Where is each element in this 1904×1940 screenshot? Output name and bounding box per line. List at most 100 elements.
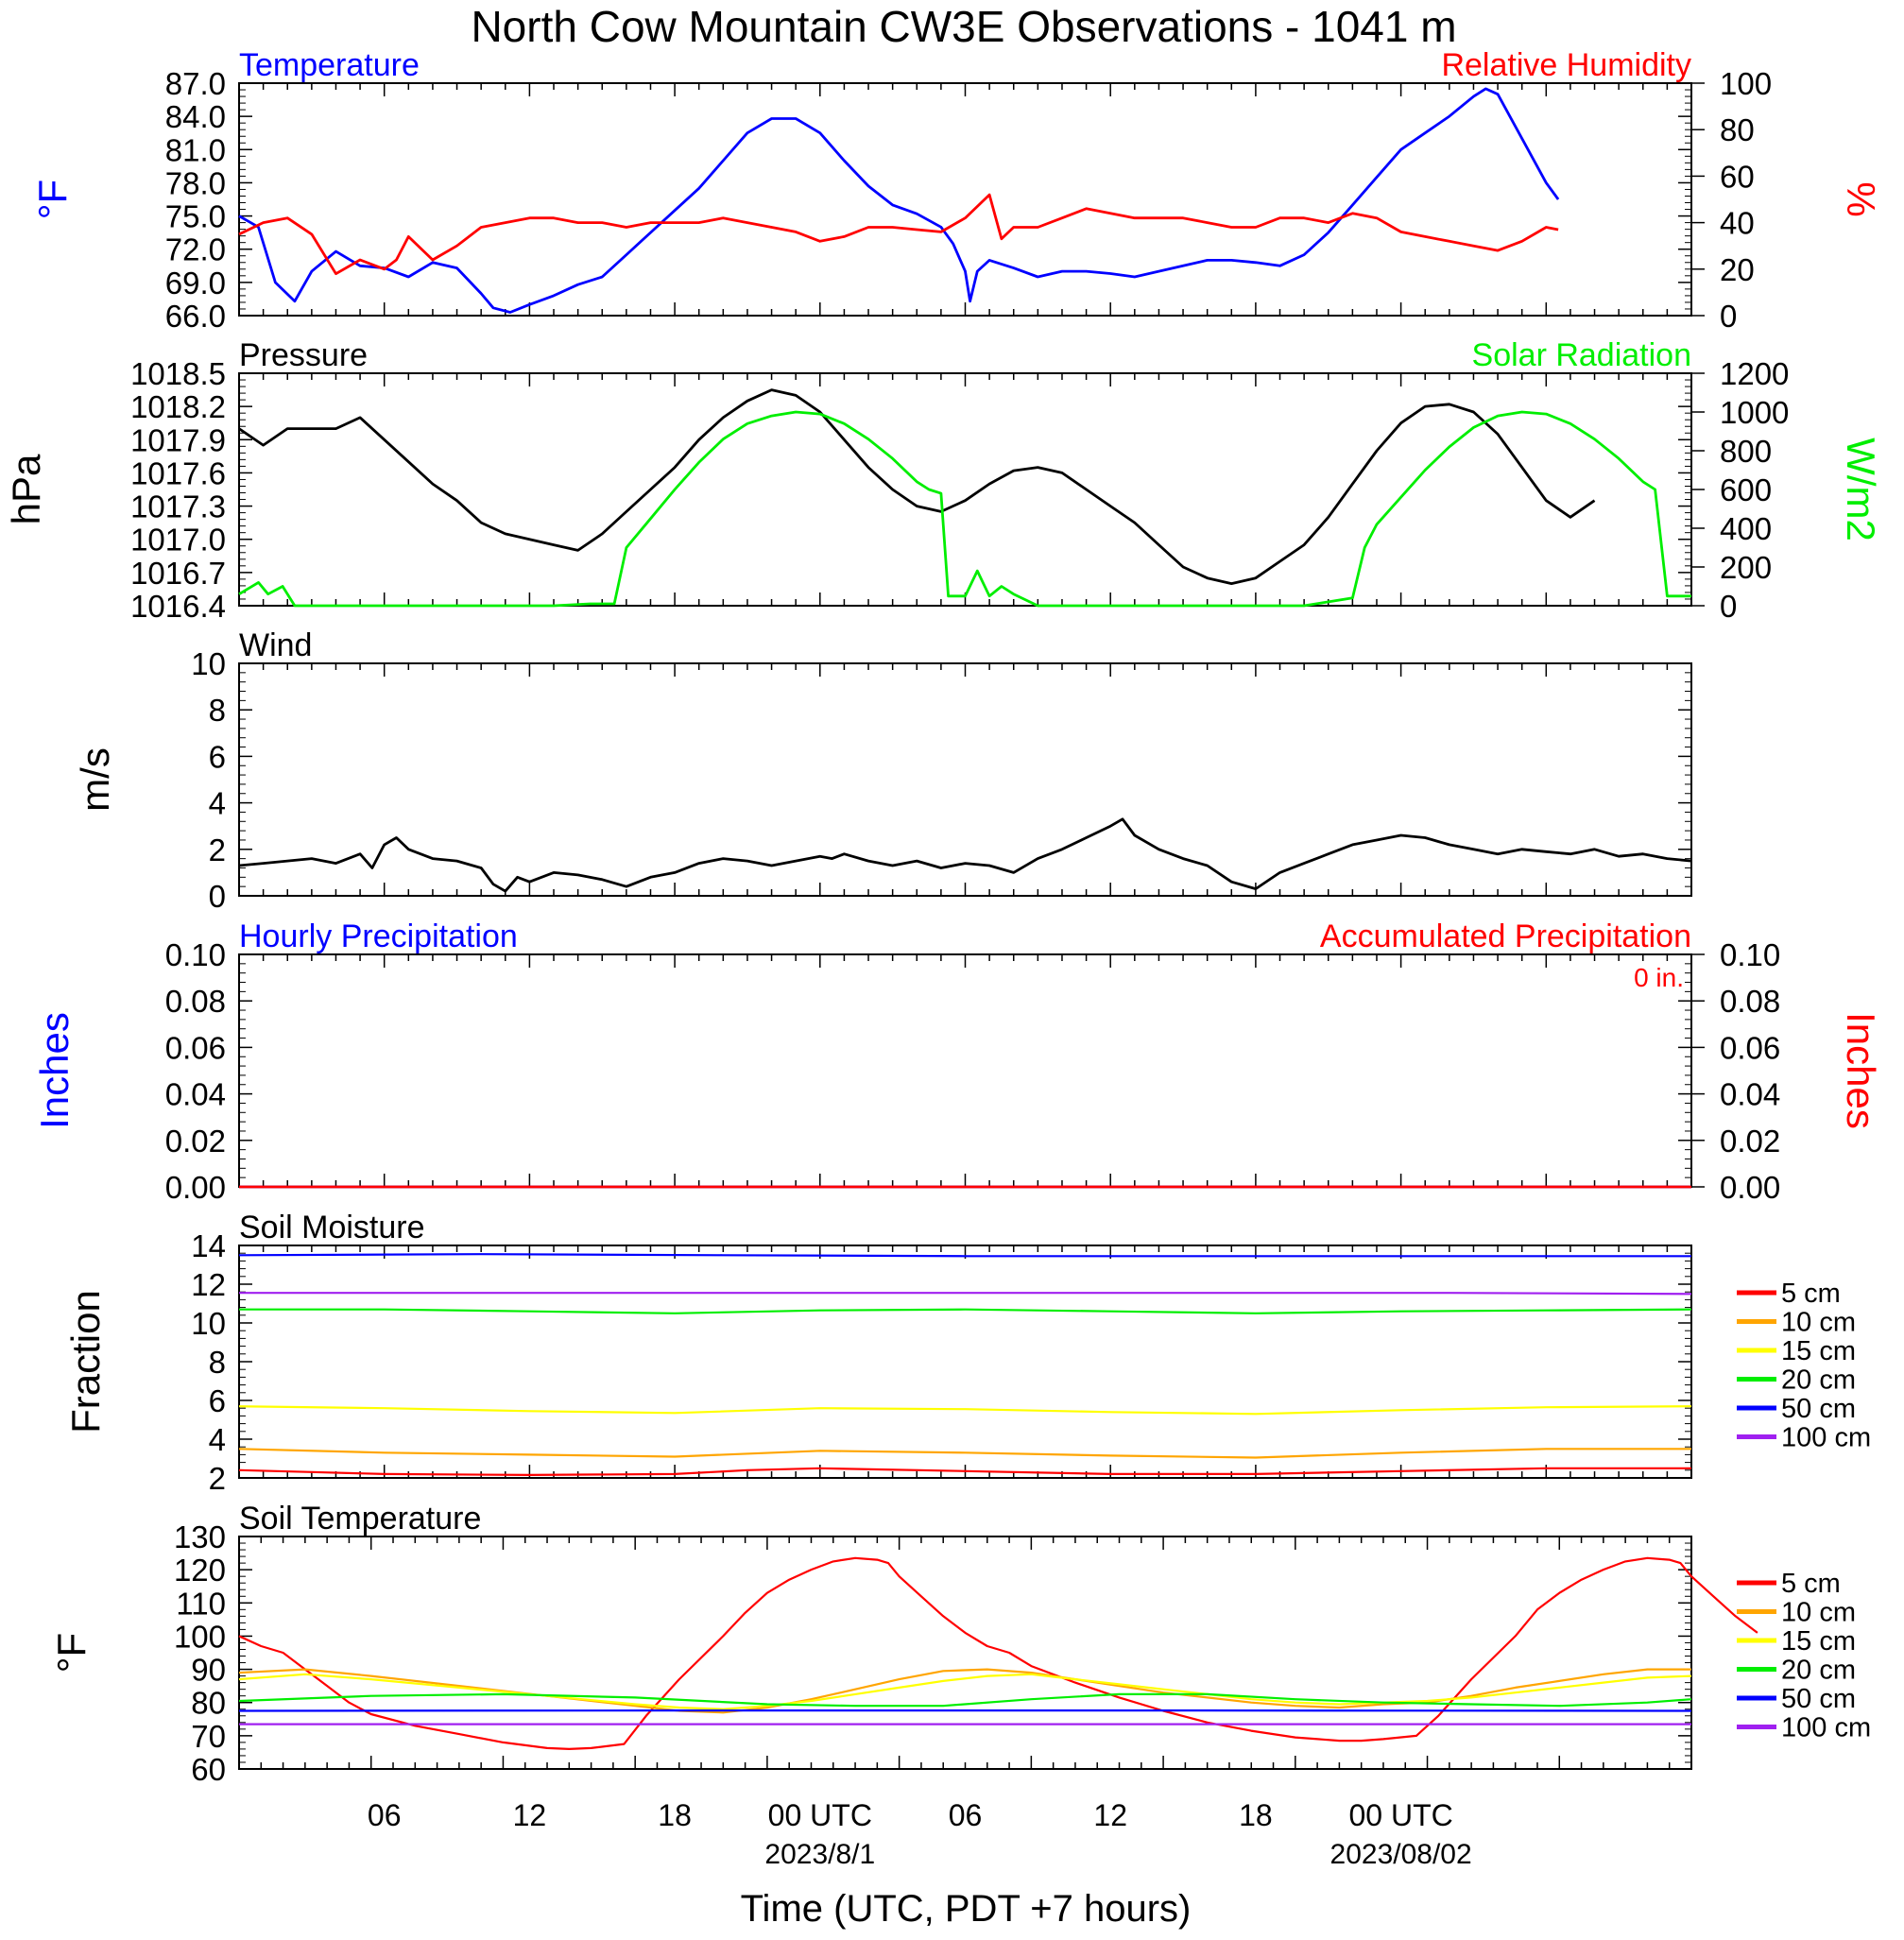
y-tick-label-left: 81.0 bbox=[165, 132, 226, 167]
panel-title-left: Pressure bbox=[239, 337, 368, 373]
y-tick-label-right: 60 bbox=[1720, 159, 1755, 194]
chart-title: North Cow Mountain CW3E Observations - 1… bbox=[471, 2, 1456, 51]
y-tick-label-left: 100 bbox=[174, 1619, 226, 1654]
plot-frame bbox=[238, 953, 1692, 1188]
y-tick-label-left: 6 bbox=[209, 1383, 226, 1418]
panel-title-left: Wind bbox=[239, 627, 312, 663]
y-axis-label-left: °F bbox=[49, 1633, 94, 1673]
legend-label: 100 cm bbox=[1781, 1713, 1871, 1743]
panel-precipitation: 0.00 0.02 0.04 0.06 0.08 0.10 0.00 0.02 0.04 0.06… bbox=[32, 918, 1883, 1205]
y-tick-label-left: 84.0 bbox=[165, 99, 226, 134]
y-tick-label-left: 4 bbox=[209, 786, 226, 821]
series-line-3 bbox=[239, 1308, 1692, 1314]
plot-frame bbox=[238, 82, 1692, 317]
y-tick-label-left: 8 bbox=[209, 1345, 226, 1380]
panel-title-left: Soil Moisture bbox=[239, 1210, 425, 1245]
series-line-5 bbox=[239, 1292, 1692, 1296]
y-tick-label-right: 1200 bbox=[1720, 356, 1789, 391]
y-tick-label-left: 69.0 bbox=[165, 266, 226, 300]
y-tick-label-left: 66.0 bbox=[165, 299, 226, 334]
y-tick-label-left: 110 bbox=[176, 1586, 226, 1621]
x-tick-label: 00 UTC bbox=[768, 1798, 872, 1832]
series-line-1 bbox=[238, 1448, 1691, 1459]
y-axis-label-right: W/m2 bbox=[1839, 438, 1883, 541]
series-line-2 bbox=[238, 1405, 1692, 1416]
series-line-0 bbox=[238, 817, 1692, 893]
y-tick-label-left: 6 bbox=[209, 739, 226, 774]
y-tick-label-left: 0.02 bbox=[165, 1124, 226, 1159]
y-tick-label-left: 1017.0 bbox=[130, 523, 226, 558]
legend-label: 5 cm bbox=[1781, 1569, 1841, 1599]
y-tick-label-left: 1018.5 bbox=[130, 356, 226, 391]
legend-label: 50 cm bbox=[1781, 1394, 1856, 1424]
x-tick-label: 12 bbox=[1093, 1798, 1127, 1832]
x-tick-label: 00 UTC bbox=[1348, 1798, 1452, 1832]
x-tick-label: 06 bbox=[368, 1798, 402, 1832]
y-tick-label-left: 1018.2 bbox=[130, 389, 226, 424]
panel-title-right: Solar Radiation bbox=[1472, 337, 1691, 373]
y-tick-label-left: 87.0 bbox=[165, 66, 226, 101]
y-tick-label-right: 1000 bbox=[1720, 395, 1789, 430]
legend-label: 20 cm bbox=[1781, 1365, 1856, 1396]
series-line-0 bbox=[238, 87, 1560, 314]
y-tick-label-left: 60 bbox=[191, 1752, 226, 1787]
y-tick-label-left: 0.06 bbox=[165, 1030, 226, 1065]
y-tick-label-left: 90 bbox=[191, 1653, 226, 1688]
y-tick-label-right: 20 bbox=[1720, 252, 1755, 287]
plot-frame bbox=[238, 1245, 1692, 1479]
panel-title-left: Hourly Precipitation bbox=[239, 918, 518, 954]
legend-label: 10 cm bbox=[1781, 1598, 1856, 1628]
series-line-0 bbox=[238, 1556, 1758, 1750]
y-tick-label-left: 75.0 bbox=[165, 199, 226, 234]
y-tick-label-left: 1016.4 bbox=[130, 589, 226, 624]
legend-label: 50 cm bbox=[1781, 1684, 1856, 1714]
y-axis-label-left: hPa bbox=[4, 454, 48, 524]
y-tick-label-left: 130 bbox=[174, 1519, 226, 1554]
panel-title-left: Temperature bbox=[239, 47, 420, 83]
y-axis-label-right: Inches bbox=[1839, 1012, 1883, 1129]
legend-label: 15 cm bbox=[1781, 1336, 1856, 1366]
y-tick-label-left: 72.0 bbox=[165, 232, 226, 267]
series-line-3 bbox=[238, 1692, 1692, 1708]
y-tick-label-left: 1017.3 bbox=[130, 489, 226, 524]
y-tick-label-left: 0.08 bbox=[165, 984, 226, 1019]
x-date-label: 2023/8/1 bbox=[764, 1839, 875, 1870]
y-tick-label-right: 40 bbox=[1720, 206, 1755, 241]
panel-title-right: Relative Humidity bbox=[1441, 47, 1691, 83]
x-axis-ticks: 06 12 18 00 UTC 2023/8/1 06 12 18 00 UTC 2023/08/… bbox=[368, 1798, 1472, 1870]
y-tick-label-left: 14 bbox=[191, 1228, 226, 1263]
x-tick-label: 06 bbox=[949, 1798, 983, 1832]
y-tick-label-left: 0 bbox=[209, 879, 226, 914]
legend-label: 5 cm bbox=[1781, 1279, 1841, 1309]
panel-title-right: Accumulated Precipitation bbox=[1320, 918, 1691, 954]
series-line-2 bbox=[238, 1673, 1692, 1710]
y-tick-label-right: 0.10 bbox=[1720, 937, 1780, 972]
y-tick-label-right: 400 bbox=[1720, 511, 1772, 546]
x-tick-label: 18 bbox=[1239, 1798, 1273, 1832]
y-tick-label-left: 78.0 bbox=[165, 165, 226, 200]
y-tick-label-left: 12 bbox=[191, 1267, 226, 1302]
x-axis-label: Time (UTC, PDT +7 hours) bbox=[741, 1888, 1192, 1930]
series-line-0 bbox=[238, 388, 1596, 585]
y-tick-label-left: 10 bbox=[191, 646, 226, 681]
y-tick-label-right: 600 bbox=[1720, 472, 1772, 507]
y-tick-label-left: 2 bbox=[209, 1461, 226, 1496]
series-line-1 bbox=[238, 410, 1691, 608]
legend-label: 10 cm bbox=[1781, 1308, 1856, 1338]
y-tick-label-left: 1016.7 bbox=[130, 556, 226, 591]
y-tick-label-left: 0.04 bbox=[165, 1077, 226, 1112]
series-line-0 bbox=[238, 1467, 1691, 1476]
y-tick-label-right: 0.04 bbox=[1720, 1077, 1780, 1112]
y-tick-label-right: 0.06 bbox=[1720, 1030, 1780, 1065]
precip-total-annotation: 0 in. bbox=[1634, 963, 1684, 992]
y-tick-label-right: 0 bbox=[1720, 299, 1737, 334]
legend-label: 20 cm bbox=[1781, 1656, 1856, 1686]
y-tick-label-right: 0.00 bbox=[1720, 1170, 1780, 1205]
y-tick-label-left: 2 bbox=[209, 833, 226, 867]
panel-temperature-rh: 66.069.072.075.078.081.084.087.0 0 20 40 60 8… bbox=[30, 47, 1883, 334]
x-date-label: 2023/08/02 bbox=[1330, 1839, 1472, 1870]
